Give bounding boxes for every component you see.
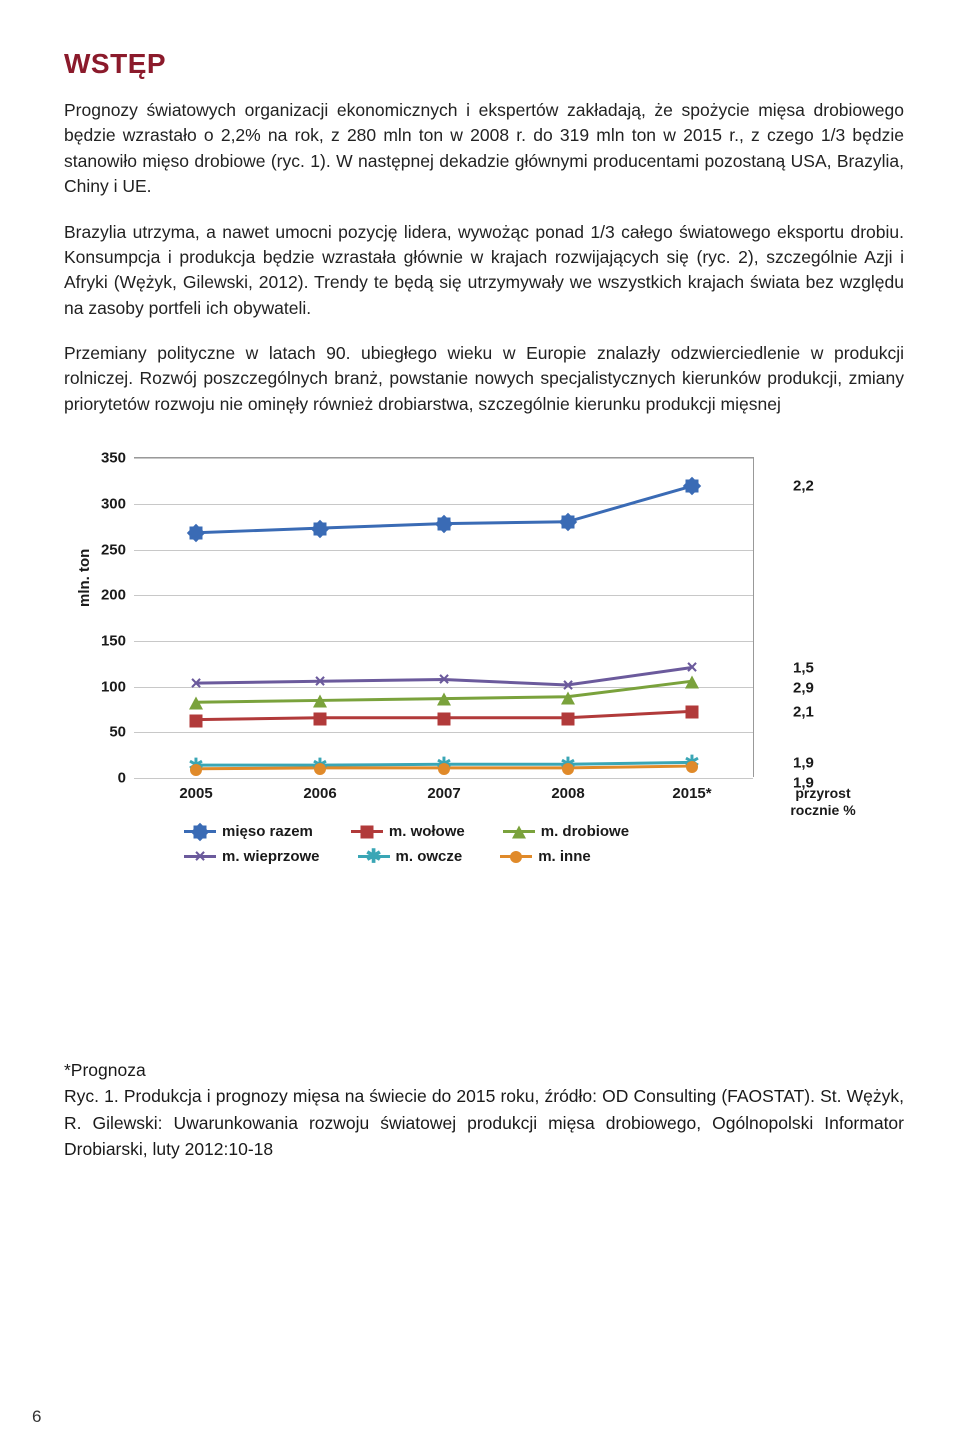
legend-label: m. wołowe (389, 823, 465, 840)
page-number: 6 (32, 1407, 41, 1427)
legend-item: ✱m. owcze (358, 848, 463, 865)
growth-value: 1,5 (793, 660, 814, 677)
chart-marker (190, 764, 202, 776)
chart-marker (314, 712, 327, 725)
legend-item: m. inne (500, 848, 591, 865)
chart-legend: mięso razem m. wołowe m. drobiowe ×m. wiepr… (184, 823, 754, 865)
chart-plot-area: przyrostrocznie % 0501001502002503003502… (134, 457, 754, 777)
chart-marker (438, 712, 451, 725)
chart-marker (189, 697, 203, 710)
chart-marker: × (190, 674, 201, 693)
page-heading: WSTĘP (64, 48, 904, 80)
legend-item: mięso razem (184, 823, 313, 840)
chart-footnote: *Prognoza (64, 1057, 904, 1083)
y-tick-label: 250 (101, 541, 126, 558)
chart-marker (686, 761, 698, 773)
chart-marker (686, 706, 699, 719)
chart-marker (314, 763, 326, 775)
chart-marker (313, 695, 327, 708)
growth-value: 2,1 (793, 704, 814, 721)
legend-label: m. drobiowe (541, 823, 629, 840)
chart-marker (190, 714, 203, 727)
y-tick-label: 350 (101, 450, 126, 467)
paragraph: Prognozy światowych organizacji ekonomic… (64, 98, 904, 200)
chart-marker (438, 763, 450, 775)
chart-marker: × (438, 671, 449, 690)
growth-value: 1,9 (793, 775, 814, 792)
legend-item: m. wołowe (351, 823, 465, 840)
y-tick-label: 0 (118, 770, 126, 787)
y-tick-label: 100 (101, 678, 126, 695)
y-tick-label: 50 (109, 724, 126, 741)
chart-marker (314, 522, 327, 535)
chart-marker (190, 527, 203, 540)
chart-marker: × (314, 673, 325, 692)
y-axis-label: mln. ton (76, 549, 93, 607)
growth-value: 2,2 (793, 478, 814, 495)
chart-marker (437, 693, 451, 706)
chart-marker (562, 763, 574, 775)
legend-item: m. drobiowe (503, 823, 629, 840)
chart-marker: × (562, 676, 573, 695)
chart-caption: Ryc. 1. Produkcja i prognozy mięsa na św… (64, 1083, 904, 1162)
paragraph: Brazylia utrzyma, a nawet umocni pozycję… (64, 220, 904, 322)
growth-value: 1,9 (793, 755, 814, 772)
y-tick-label: 300 (101, 495, 126, 512)
legend-item: ×m. wieprzowe (184, 848, 320, 865)
legend-label: m. owcze (396, 848, 463, 865)
chart-marker (686, 480, 699, 493)
x-tick-label: 2008 (551, 785, 584, 802)
y-tick-label: 200 (101, 587, 126, 604)
growth-value: 2,9 (793, 680, 814, 697)
x-tick-label: 2015* (672, 785, 711, 802)
chart-marker (438, 517, 451, 530)
x-tick-label: 2005 (179, 785, 212, 802)
legend-label: mięso razem (222, 823, 313, 840)
chart-marker (562, 712, 575, 725)
chart-marker: × (686, 659, 697, 678)
paragraph: Przemiany polityczne w latach 90. ubiegł… (64, 341, 904, 417)
y-tick-label: 150 (101, 632, 126, 649)
chart-figure: mln. ton przyrostrocznie % 0501001502002… (64, 447, 874, 897)
chart-marker (562, 516, 575, 529)
legend-label: m. inne (538, 848, 591, 865)
x-tick-label: 2007 (427, 785, 460, 802)
x-tick-label: 2006 (303, 785, 336, 802)
legend-label: m. wieprzowe (222, 848, 320, 865)
